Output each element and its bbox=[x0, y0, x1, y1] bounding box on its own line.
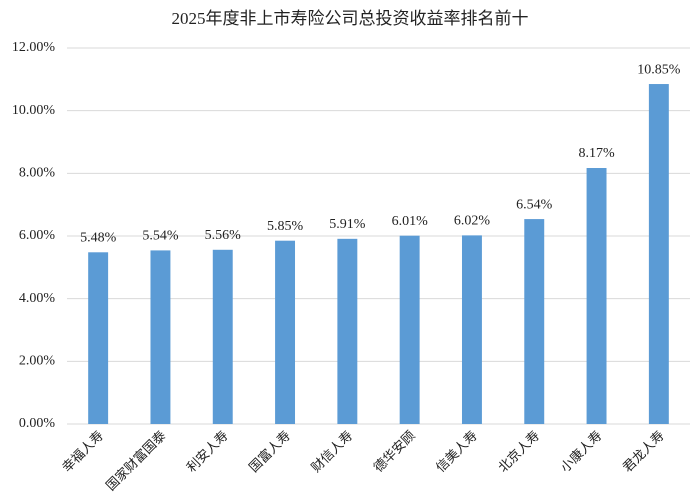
y-tick-label: 0.00% bbox=[19, 416, 56, 431]
y-tick-label: 10.00% bbox=[12, 103, 56, 118]
value-label: 6.54% bbox=[516, 197, 553, 212]
x-tick-label: 信美人寿 bbox=[433, 428, 480, 475]
x-tick-label: 财信人寿 bbox=[308, 428, 355, 475]
bar bbox=[88, 252, 109, 424]
value-label: 5.48% bbox=[80, 231, 117, 246]
value-label: 5.91% bbox=[329, 217, 366, 232]
x-tick-label: 幸福人寿 bbox=[59, 428, 106, 475]
x-tick-label: 小康人寿 bbox=[557, 428, 604, 475]
bar bbox=[648, 84, 669, 425]
x-tick-label: 北京人寿 bbox=[495, 428, 542, 475]
y-tick-label: 2.00% bbox=[19, 354, 56, 369]
bar bbox=[275, 240, 296, 424]
bar bbox=[212, 249, 233, 424]
y-tick-label: 6.00% bbox=[19, 228, 56, 243]
bar bbox=[337, 238, 358, 424]
x-tick-label: 利安人寿 bbox=[184, 428, 231, 475]
bar bbox=[524, 219, 545, 424]
bar bbox=[586, 168, 607, 424]
y-tick-label: 12.00% bbox=[12, 40, 56, 55]
x-tick-label: 国家财富国泰 bbox=[103, 428, 169, 494]
value-label: 6.01% bbox=[392, 214, 429, 229]
value-label: 6.02% bbox=[454, 214, 491, 229]
value-label: 5.85% bbox=[267, 219, 304, 234]
y-tick-label: 4.00% bbox=[19, 291, 56, 306]
y-tick-label: 8.00% bbox=[19, 166, 56, 181]
value-label: 5.54% bbox=[142, 229, 179, 244]
x-tick-label: 君龙人寿 bbox=[620, 428, 667, 475]
bar bbox=[150, 250, 171, 424]
chart-title: 2025年度非上市寿险公司总投资收益率排名前十 bbox=[172, 9, 529, 28]
x-tick-label: 国富人寿 bbox=[246, 428, 293, 475]
x-tick-label: 德华安顾 bbox=[370, 428, 417, 475]
bar bbox=[461, 235, 482, 424]
value-label: 8.17% bbox=[578, 146, 615, 161]
value-label: 10.85% bbox=[637, 62, 681, 77]
bar bbox=[399, 235, 420, 424]
value-label: 5.56% bbox=[205, 228, 242, 243]
